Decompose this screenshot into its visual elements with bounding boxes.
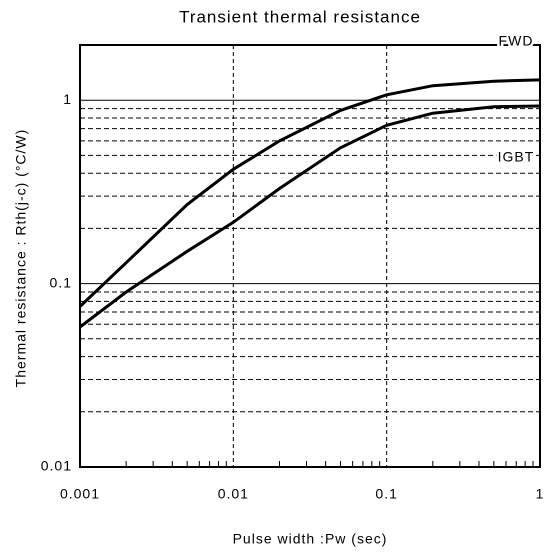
y-tick-label: 1	[63, 91, 72, 107]
y-axis-label: Thermal resistance : Rth(j-c) (°C/W)	[13, 129, 29, 388]
y-tick-label: 0.01	[41, 458, 72, 474]
plot-frame	[79, 44, 541, 468]
x-tick-label: 0.01	[218, 486, 249, 502]
series-label: IGBT	[498, 149, 535, 165]
line-series	[79, 104, 541, 329]
x-tick-label: 1	[536, 486, 545, 502]
x-tick-label: 0.001	[60, 486, 100, 502]
x-tick-label: 0.1	[375, 486, 397, 502]
series-label: FWD	[499, 33, 534, 49]
x-axis-label: Pulse width :Pw (sec)	[233, 531, 388, 547]
y-tick-label: 0.1	[50, 274, 72, 290]
chart-title: Transient thermal resistance	[179, 7, 421, 26]
line-series	[78, 78, 541, 308]
